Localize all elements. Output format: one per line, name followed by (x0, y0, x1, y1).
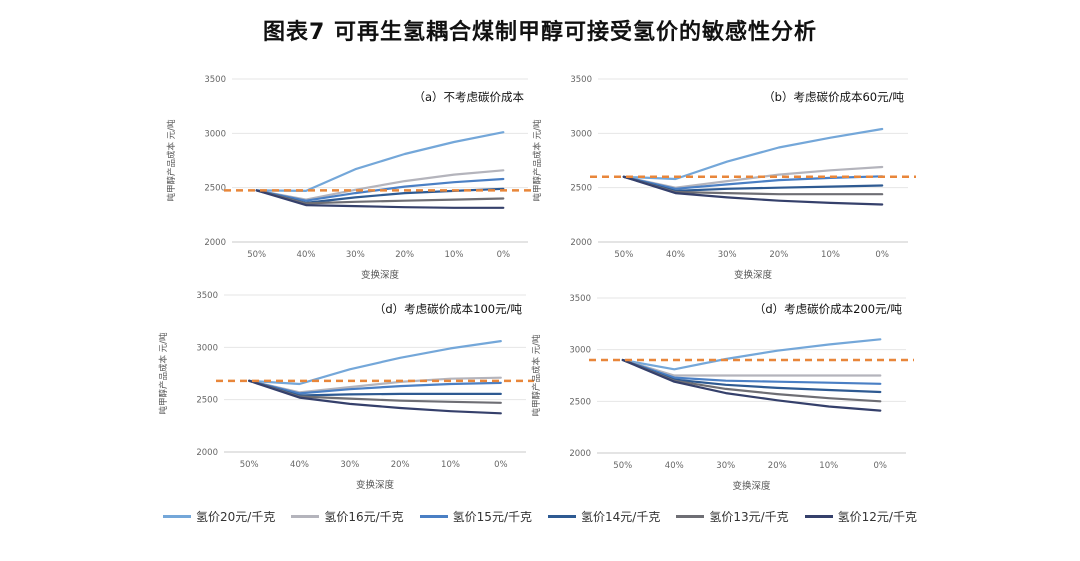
legend-label: 氢价13元/千克 (709, 510, 789, 524)
x-tick-label: 10% (819, 461, 838, 471)
legend-label: 氢价12元/千克 (837, 510, 917, 524)
x-tick-label: 30% (718, 250, 737, 260)
panel-title: （b）考虑碳价成本60元/吨 (763, 90, 904, 104)
x-tick-label: 0% (874, 461, 888, 471)
panel-title: （d）考虑碳价成本200元/吨 (754, 302, 903, 316)
x-tick-label: 0% (494, 460, 508, 470)
y-axis-label: 吨甲醇产品成本 元/吨 (166, 119, 177, 202)
chart-panel-a: 2000 2500 3000 3500 50% 40% 30% 20% 10% 0% 变换深度 吨甲醇… (166, 75, 536, 281)
x-tick-label: 20% (769, 250, 788, 260)
x-axis-label: 变换深度 (732, 480, 771, 492)
x-axis-label: 变换深度 (361, 269, 400, 281)
y-tick-label: 2000 (569, 449, 591, 459)
series-line (621, 358, 882, 412)
panel-title: （a）不考虑碳价成本 (413, 90, 524, 104)
y-tick-label: 3500 (204, 75, 226, 85)
x-axis-label: 变换深度 (356, 479, 395, 491)
series-line (255, 189, 505, 205)
y-tick-label: 3000 (196, 343, 218, 353)
series-line (621, 358, 882, 385)
chart-panel-c: 2000 2500 3000 3500 50% 40% 30% 20% 10% 0% 变换深度 吨甲醇… (158, 291, 534, 491)
x-axis-label: 变换深度 (734, 269, 773, 281)
y-tick-label: 2000 (570, 238, 592, 248)
chart-panel-b: 2000 2500 3000 3500 50% 40% 30% 20% 10% 0% 变换深度 吨甲醇… (532, 75, 916, 281)
y-tick-label: 2500 (570, 184, 592, 194)
x-tick-label: 20% (768, 461, 787, 471)
legend-swatch (419, 515, 448, 518)
x-tick-label: 50% (240, 460, 259, 470)
series-line (255, 189, 505, 209)
chart-panel-d: 2000 2500 3000 3500 50% 40% 30% 20% 10% 0% 变换深度 吨甲醇… (531, 294, 914, 492)
legend-swatch (548, 515, 576, 518)
y-axis-label: 吨甲醇产品成本 元/吨 (531, 334, 542, 417)
y-tick-label: 2000 (204, 238, 226, 248)
y-tick-label: 3000 (569, 346, 591, 356)
x-tick-label: 30% (346, 250, 365, 260)
legend-swatch (163, 515, 192, 518)
x-tick-label: 40% (666, 250, 685, 260)
y-axis-label: 吨甲醇产品成本 元/吨 (532, 119, 543, 202)
legend-label: 氢价20元/千克 (196, 510, 276, 524)
legend: 氢价20元/千克 氢价16元/千克 氢价15元/千克 氢价14元/千克 氢价13元/千克… (0, 508, 1080, 525)
y-tick-label: 2500 (204, 184, 226, 194)
x-tick-label: 40% (665, 461, 684, 471)
x-tick-label: 50% (247, 250, 266, 260)
y-tick-label: 3000 (204, 129, 226, 139)
y-tick-label: 2500 (569, 397, 591, 407)
series-line (622, 127, 884, 181)
legend-item: 氢价14元/千克 (548, 508, 660, 525)
x-tick-label: 10% (821, 250, 840, 260)
y-tick-label: 3500 (569, 294, 591, 304)
x-tick-label: 0% (875, 250, 889, 260)
figure-title: 图表7 可再生氢耦合煤制甲醇可接受氢价的敏感性分析 (263, 20, 817, 45)
y-tick-label: 3500 (196, 291, 218, 301)
legend-item: 氢价20元/千克 (163, 508, 275, 525)
x-tick-label: 10% (441, 460, 460, 470)
x-tick-label: 40% (297, 250, 316, 260)
series-line (248, 340, 502, 386)
y-tick-label: 2500 (196, 396, 218, 406)
series-line (248, 379, 502, 395)
x-tick-label: 20% (395, 250, 414, 260)
x-tick-label: 30% (716, 461, 735, 471)
legend-swatch (804, 515, 833, 518)
legend-swatch (291, 515, 320, 518)
series-line (622, 175, 884, 190)
legend-item: 氢价12元/千克 (804, 508, 917, 525)
legend-item: 氢价15元/千克 (419, 508, 532, 525)
x-tick-label: 20% (391, 460, 410, 470)
y-tick-label: 3500 (570, 75, 592, 85)
series-line (622, 175, 884, 206)
series-line (621, 358, 882, 377)
legend-label: 氢价14元/千克 (581, 510, 661, 524)
series-line (621, 338, 882, 371)
panel-title: （d）考虑碳价成本100元/吨 (374, 302, 523, 316)
x-tick-label: 10% (445, 250, 464, 260)
x-tick-label: 30% (340, 460, 359, 470)
legend-label: 氢价15元/千克 (452, 510, 532, 524)
y-axis-label: 吨甲醇产品成本 元/吨 (158, 332, 169, 415)
legend-label: 氢价16元/千克 (324, 510, 404, 524)
y-tick-label: 2000 (196, 448, 218, 458)
y-tick-label: 3000 (570, 129, 592, 139)
legend-swatch (676, 515, 705, 518)
x-tick-label: 50% (614, 250, 633, 260)
x-tick-label: 40% (290, 460, 309, 470)
legend-item: 氢价16元/千克 (291, 508, 404, 525)
legend-item: 氢价13元/千克 (676, 508, 789, 525)
x-tick-label: 0% (497, 250, 511, 260)
series-line (248, 379, 502, 415)
x-tick-label: 50% (613, 461, 632, 471)
